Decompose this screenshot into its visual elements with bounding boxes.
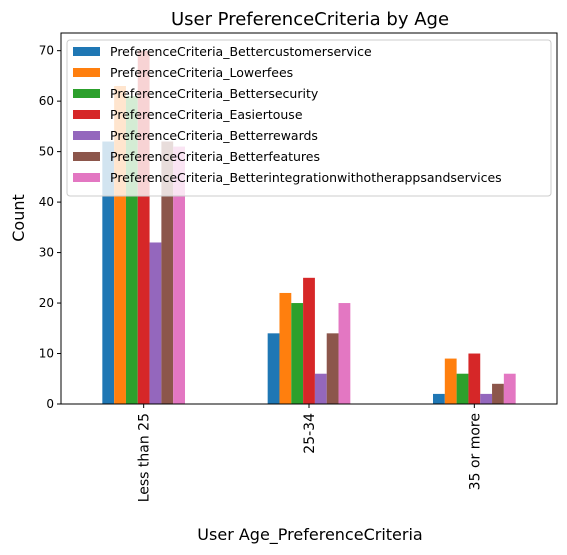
bar (291, 303, 304, 404)
bar (149, 242, 162, 404)
bar (456, 373, 469, 404)
bar (303, 277, 315, 404)
legend-swatch (73, 152, 100, 161)
x-tick-label: 25-34 (302, 413, 318, 454)
x-tick-label: 35 or more (467, 413, 483, 490)
bar (125, 96, 138, 404)
y-axis-label: Count (9, 194, 28, 242)
y-tick-label: 10 (39, 347, 54, 361)
y-tick-label: 20 (39, 296, 54, 310)
bar (338, 303, 351, 404)
legend-swatch (73, 68, 100, 77)
bar (314, 373, 327, 404)
bars-layer (102, 50, 516, 405)
bar (137, 50, 150, 405)
legend-swatch (73, 110, 100, 119)
legend-entry: PreferenceCriteria_Betterfeatures (110, 149, 320, 164)
y-tick-label: 70 (39, 44, 54, 58)
bar (480, 393, 493, 404)
bar (161, 141, 174, 404)
y-tick-label: 60 (39, 94, 54, 108)
bar (102, 141, 115, 404)
bar (444, 358, 457, 404)
bar (326, 333, 339, 404)
y-tick-label: 0 (46, 397, 54, 411)
legend-entry: PreferenceCriteria_Bettercustomerservice (110, 44, 372, 59)
legend-swatch (73, 173, 100, 182)
y-tick-label: 30 (39, 246, 54, 260)
bar (433, 393, 445, 404)
legend-frame (66, 39, 552, 197)
bar (468, 353, 481, 404)
x-axis-label: User Age_PreferenceCriteria (197, 525, 422, 545)
x-axis: Less than 25 25-34 35 or more (137, 404, 483, 502)
chart-title: User PreferenceCriteria by Age (171, 9, 449, 30)
bar (503, 373, 516, 404)
legend-swatch (73, 131, 100, 140)
bar (173, 146, 185, 405)
legend-entry: PreferenceCriteria_Bettersecurity (110, 86, 319, 101)
bar (114, 86, 126, 404)
legend-entry: PreferenceCriteria_Betterrewards (110, 128, 318, 143)
legend-entry: PreferenceCriteria_Betterintegrationwith… (110, 170, 502, 185)
bar (279, 292, 292, 404)
legend: PreferenceCriteria_Bettercustomerservice… (66, 39, 552, 197)
y-tick-label: 40 (39, 195, 54, 209)
x-tick-label: Less than 25 (137, 413, 153, 502)
bar (492, 383, 504, 404)
legend-entry: PreferenceCriteria_Lowerfees (110, 65, 293, 80)
legend-entry: PreferenceCriteria_Easiertouse (110, 107, 303, 122)
y-tick-label: 50 (39, 145, 54, 159)
bar (267, 333, 280, 404)
y-axis: 0 10 20 30 40 50 60 70 (39, 44, 61, 411)
legend-swatch (73, 47, 100, 56)
legend-swatch (73, 89, 100, 98)
